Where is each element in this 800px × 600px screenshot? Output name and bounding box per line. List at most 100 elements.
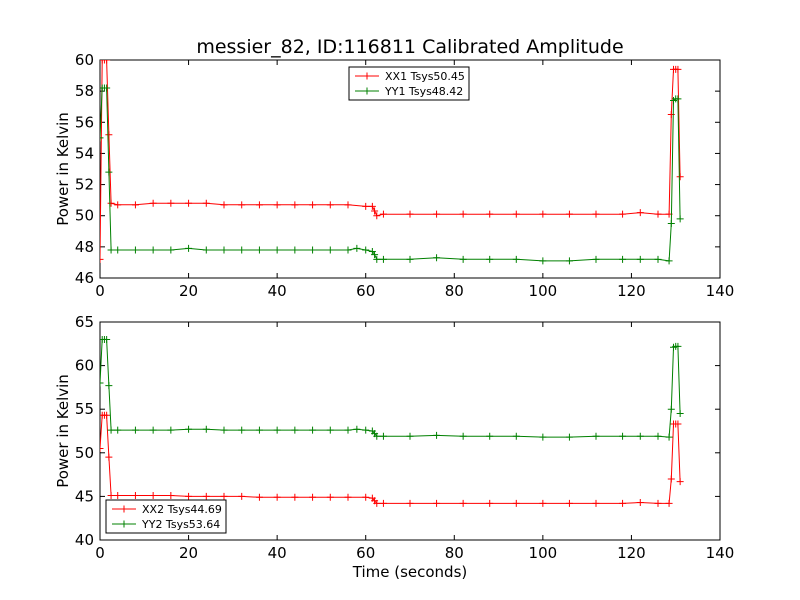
data-point-marker — [100, 255, 104, 263]
data-point-marker — [167, 492, 175, 500]
x-tick-label: 20 — [179, 282, 198, 300]
data-point-marker — [619, 255, 627, 263]
data-point-marker — [167, 426, 175, 434]
data-point-marker — [619, 210, 627, 218]
data-point-marker — [105, 382, 113, 390]
y-tick-label: 50 — [75, 444, 94, 462]
data-point-marker — [486, 255, 494, 263]
data-point-marker — [368, 202, 376, 210]
data-point-marker — [406, 210, 414, 218]
data-point-marker — [362, 202, 370, 210]
data-point-marker — [326, 493, 334, 501]
data-point-marker — [309, 201, 317, 209]
data-point-marker — [344, 246, 352, 254]
data-point-marker — [592, 499, 600, 507]
data-point-marker — [273, 493, 281, 501]
data-point-marker — [131, 201, 139, 209]
data-point-marker — [539, 210, 547, 218]
data-point-marker — [220, 492, 228, 500]
data-point-marker — [654, 499, 662, 507]
data-point-marker — [103, 335, 111, 343]
data-point-marker — [255, 426, 263, 434]
data-point-marker — [676, 410, 684, 418]
bottom-plot-panel: 0 20 40 60 80 100 120 140 40 45 50 55 60 65 Power in K… — [54, 313, 734, 581]
data-point-marker — [667, 220, 675, 227]
data-point-marker — [185, 244, 193, 252]
data-point-marker — [486, 432, 494, 440]
data-point-marker — [107, 199, 115, 207]
x-tick-label: 0 — [95, 282, 105, 300]
data-point-marker — [379, 255, 387, 263]
legend-marker — [120, 505, 128, 513]
data-point-marker — [379, 432, 387, 440]
x-tick-label: 120 — [617, 282, 646, 300]
y-tick-label: 48 — [75, 238, 94, 256]
y-tick-label: 55 — [75, 400, 94, 418]
x-tick-label: 80 — [445, 282, 464, 300]
data-point-marker — [149, 199, 157, 207]
x-tick-label: 20 — [179, 544, 198, 562]
data-point-marker — [406, 432, 414, 440]
data-point-marker — [238, 246, 246, 254]
data-point-marker — [100, 379, 104, 387]
series-layer — [100, 60, 684, 265]
x-tick-label: 100 — [529, 544, 558, 562]
y-axis-label: Power in Kelvin — [54, 374, 72, 488]
legend-label: XX2 Tsys44.69 — [142, 503, 222, 516]
data-point-marker — [371, 251, 379, 259]
y-tick-label: 52 — [75, 176, 94, 194]
data-point-marker — [220, 426, 228, 434]
data-point-marker — [114, 492, 122, 500]
x-tick-label: 80 — [445, 544, 464, 562]
data-point-marker — [107, 246, 115, 254]
data-point-marker — [202, 425, 210, 433]
series-layer — [100, 335, 684, 507]
data-point-marker — [131, 492, 139, 500]
data-point-marker — [459, 499, 467, 507]
data-point-marker — [149, 246, 157, 254]
data-point-marker — [326, 426, 334, 434]
data-point-marker — [103, 60, 111, 64]
data-point-marker — [667, 405, 675, 413]
legend: XX2 Tsys44.69 YY2 Tsys53.64 — [105, 499, 227, 534]
data-point-marker — [665, 257, 673, 265]
x-tick-label: 40 — [268, 544, 287, 562]
data-point-marker — [676, 173, 684, 181]
data-point-marker — [185, 199, 193, 207]
data-point-marker — [486, 210, 494, 218]
data-point-marker — [326, 201, 334, 209]
y-tick-label: 56 — [75, 113, 94, 131]
data-point-marker — [185, 492, 193, 500]
data-point-marker — [512, 499, 520, 507]
data-point-marker — [100, 134, 104, 142]
data-point-marker — [676, 215, 684, 223]
data-point-marker — [433, 254, 441, 262]
data-point-marker — [459, 432, 467, 440]
data-point-marker — [114, 246, 122, 254]
data-point-marker — [220, 246, 228, 254]
data-point-marker — [459, 255, 467, 263]
data-point-marker — [674, 95, 682, 103]
x-axis-label: Time (seconds) — [352, 563, 468, 581]
legend-marker — [363, 87, 371, 95]
data-point-marker — [103, 411, 111, 419]
data-point-marker — [373, 212, 381, 220]
data-point-marker — [100, 60, 106, 64]
data-point-marker — [654, 255, 662, 263]
data-point-marker — [273, 246, 281, 254]
y-tick-label: 45 — [75, 487, 94, 505]
data-point-marker — [362, 426, 370, 434]
data-point-marker — [353, 244, 361, 252]
data-point-marker — [309, 246, 317, 254]
x-tick-label: 40 — [268, 282, 287, 300]
data-point-marker — [486, 499, 494, 507]
data-point-marker — [238, 201, 246, 209]
data-point-marker — [103, 84, 111, 92]
data-point-marker — [107, 492, 115, 500]
data-point-marker — [202, 492, 210, 500]
data-point-marker — [149, 492, 157, 500]
data-point-marker — [149, 426, 157, 434]
top-plot-panel: 0 20 40 60 80 100 120 140 46 48 50 52 54 56 58 60 Power … — [54, 51, 734, 300]
data-point-marker — [539, 257, 547, 265]
